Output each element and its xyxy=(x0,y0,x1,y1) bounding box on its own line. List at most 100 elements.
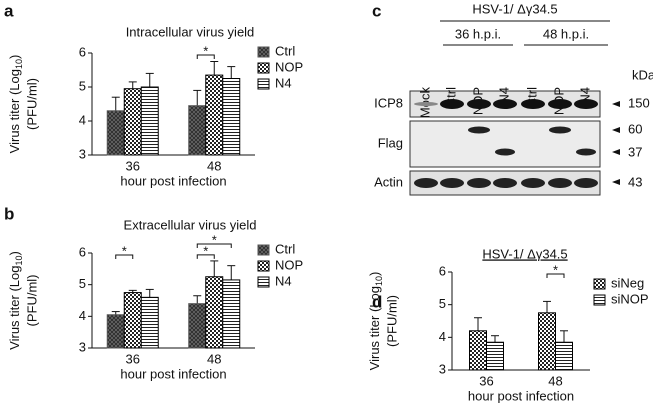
bar xyxy=(205,74,224,156)
band xyxy=(548,178,572,188)
legend-label: Ctrl xyxy=(275,43,295,58)
legend-swatch xyxy=(257,244,270,256)
y-tick-label: 4 xyxy=(439,329,446,344)
x-axis-label: hour post infection xyxy=(468,388,574,403)
band xyxy=(440,99,464,109)
bar xyxy=(538,312,556,371)
y-axis-label-sub: 10 xyxy=(14,256,24,266)
size-label: 60 xyxy=(628,121,642,136)
y-tick-label: 3 xyxy=(439,361,446,376)
legend-label: NOP xyxy=(275,257,303,272)
significance-bracket xyxy=(546,273,565,278)
y-axis-label-sub: 10 xyxy=(14,59,24,69)
band xyxy=(493,178,517,188)
band xyxy=(467,99,491,109)
legend-swatch xyxy=(257,46,270,58)
band xyxy=(548,99,572,109)
bar xyxy=(469,330,487,371)
y-tick-label: 4 xyxy=(79,112,86,127)
lanes: MockCtrlNOPN4CtrlNOPN4 xyxy=(414,87,598,188)
bar xyxy=(222,279,241,349)
y-axis-label: Virus titer (Log10) xyxy=(7,251,24,350)
panel-label: a xyxy=(4,1,14,20)
band xyxy=(549,126,571,134)
unit-label: kDa xyxy=(632,67,653,82)
band xyxy=(468,126,490,134)
y-axis-label-end: ) xyxy=(7,251,22,255)
y-axis-label-text: Virus titer (Log xyxy=(7,69,22,153)
legend-label: N4 xyxy=(275,273,292,288)
significance-label: * xyxy=(203,43,208,58)
significance-label: * xyxy=(203,243,208,258)
band xyxy=(414,178,438,188)
row-label: Actin xyxy=(374,174,403,189)
group-label: 48 h.p.i. xyxy=(543,26,589,41)
row-label: ICP8 xyxy=(374,95,403,110)
legend-label: Ctrl xyxy=(275,241,295,256)
size-label: 43 xyxy=(628,174,642,189)
blot-strip xyxy=(409,120,601,168)
y-tick-label: 3 xyxy=(79,339,86,354)
significance-bracket xyxy=(196,54,215,59)
legend-swatch xyxy=(257,78,270,90)
bar xyxy=(188,303,207,349)
y-tick-label: 4 xyxy=(79,308,86,323)
band xyxy=(521,178,545,188)
bar xyxy=(222,78,241,156)
y-axis-label-sub: 10 xyxy=(374,276,384,286)
size-label: 150 xyxy=(628,95,650,110)
panel-label: c xyxy=(372,1,381,20)
x-tick-label: 36 xyxy=(126,158,140,173)
blot-header: HSV-1/ Δγ34.5 xyxy=(472,1,557,16)
legend-swatch xyxy=(257,62,270,74)
bar xyxy=(123,88,142,156)
y-axis-label-end: ) xyxy=(367,272,382,276)
band xyxy=(493,99,517,109)
legend-swatch xyxy=(257,276,270,288)
y-tick-label: 6 xyxy=(79,244,86,259)
size-label: 37 xyxy=(628,144,642,159)
x-tick-label: 36 xyxy=(479,373,493,388)
x-axis-label: hour post infection xyxy=(120,173,226,188)
y-axis-label: (PFU/ml) xyxy=(24,275,39,327)
chart-title: HSV-1/ Δγ34.5 xyxy=(482,246,567,261)
band xyxy=(440,178,464,188)
significance-label: * xyxy=(212,232,217,247)
panel-label: b xyxy=(4,204,14,223)
y-tick-label: 6 xyxy=(79,44,86,59)
y-axis-label: Virus titer (Log10) xyxy=(7,55,24,154)
y-axis-label-text: Virus titer (Log xyxy=(367,286,382,370)
bar xyxy=(188,105,207,156)
y-axis-label-text: Virus titer (Log xyxy=(7,266,22,350)
x-tick-label: 48 xyxy=(548,373,562,388)
x-tick-label: 48 xyxy=(207,351,221,366)
bar xyxy=(123,292,142,349)
chart-title: Intracellular virus yield xyxy=(126,24,255,39)
legend-label: siNOP xyxy=(611,291,649,306)
significance-bracket xyxy=(196,254,215,259)
band xyxy=(574,99,598,109)
y-axis-label-end: ) xyxy=(7,55,22,59)
band xyxy=(414,102,438,106)
bar xyxy=(106,314,125,349)
legend-swatch xyxy=(593,278,606,290)
panel-label: d xyxy=(372,292,382,311)
legend-label: N4 xyxy=(275,75,292,90)
significance-bracket xyxy=(115,254,134,259)
legend-swatch xyxy=(257,260,270,272)
legend-swatch xyxy=(593,294,606,306)
band xyxy=(467,178,491,188)
blot: c HSV-1/ Δγ34.5 36 h.p.i. 48 h.p.i. kDa … xyxy=(372,1,653,196)
bar xyxy=(140,86,159,156)
band xyxy=(574,178,598,188)
y-axis-label: Virus titer (Log10) xyxy=(367,272,384,371)
band xyxy=(576,148,596,156)
y-axis-label: (PFU/ml) xyxy=(384,295,399,347)
legend-label: NOP xyxy=(275,59,303,74)
significance-label: * xyxy=(553,262,558,277)
chart-title: Extracellular virus yield xyxy=(124,217,257,232)
y-tick-label: 3 xyxy=(79,146,86,161)
group-label: 36 h.p.i. xyxy=(455,26,501,41)
x-tick-label: 48 xyxy=(207,158,221,173)
